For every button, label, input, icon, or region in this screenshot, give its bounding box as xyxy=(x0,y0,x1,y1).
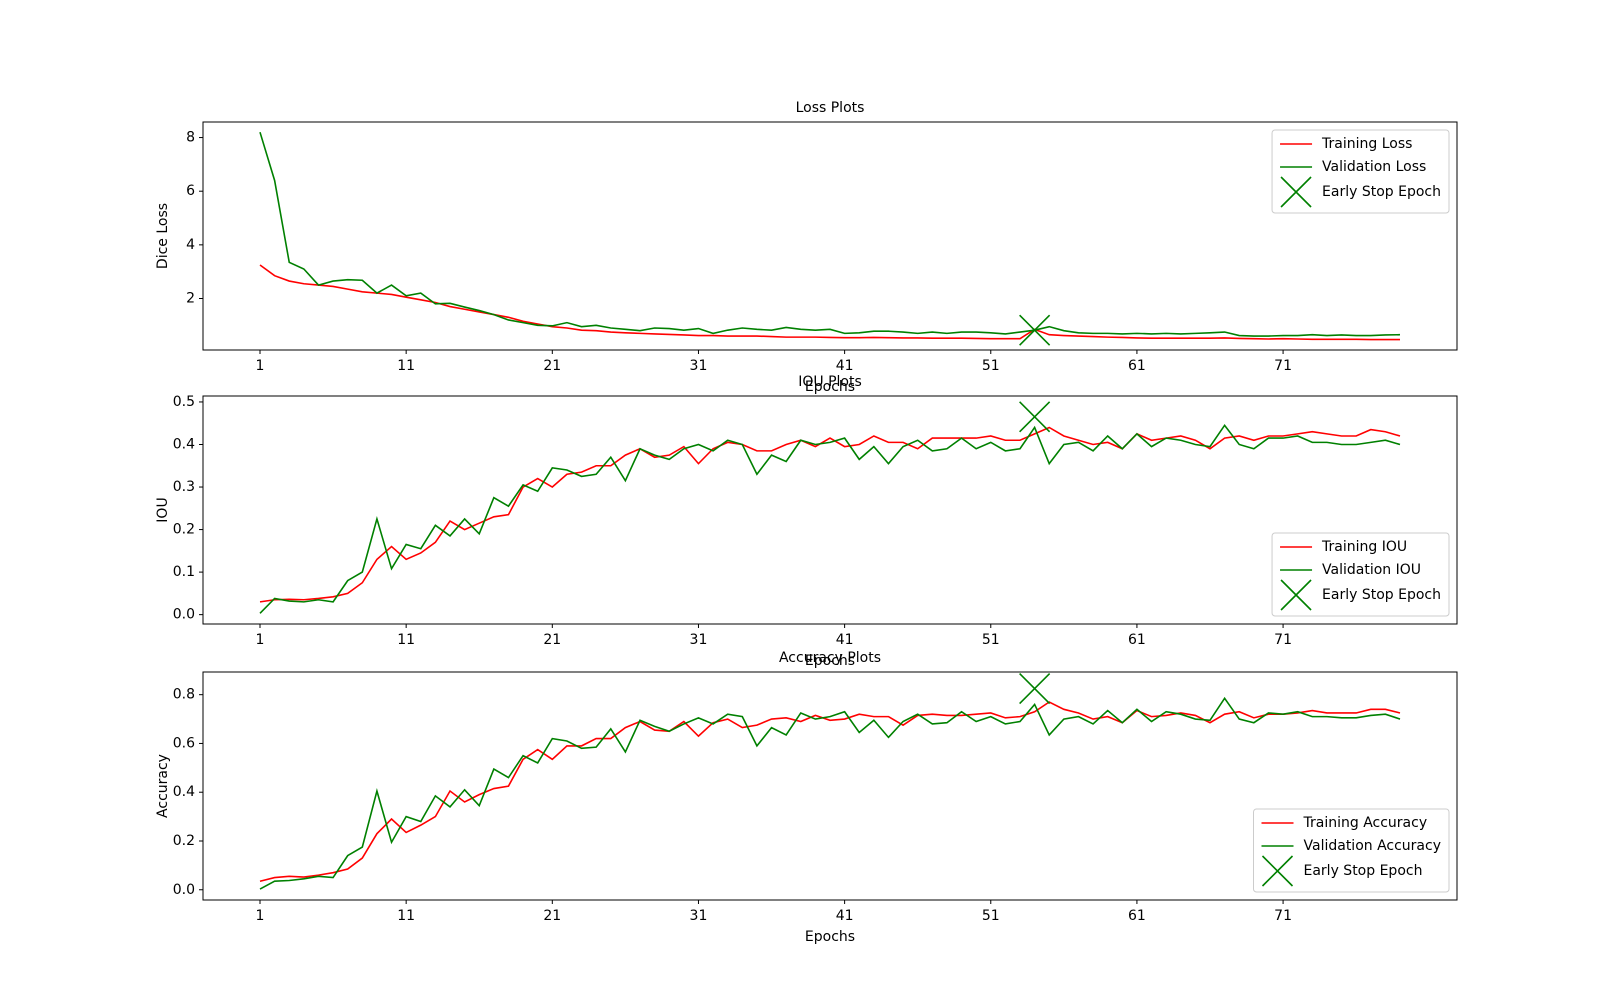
data-line xyxy=(259,701,1401,882)
x-tick-label: 51 xyxy=(982,908,1000,924)
x-tick-label: 31 xyxy=(690,632,708,648)
legend-label: Training Loss xyxy=(1321,136,1412,152)
x-tick-label: 71 xyxy=(1274,908,1292,924)
x-tick-label: 11 xyxy=(397,358,415,374)
y-tick-label: 0.1 xyxy=(173,564,195,580)
early-stop-marker xyxy=(1019,401,1051,433)
legend-label: Validation IOU xyxy=(1322,562,1421,578)
legend-box xyxy=(1253,808,1450,893)
x-tick-label: 21 xyxy=(543,358,561,374)
x-tick-label: 51 xyxy=(982,358,1000,374)
axes-frame xyxy=(202,671,1458,901)
y-tick-label: 0.3 xyxy=(173,479,195,495)
early-stop-marker xyxy=(1019,314,1051,346)
legend-label: Validation Accuracy xyxy=(1304,838,1442,854)
legend-label: Training Accuracy xyxy=(1303,815,1428,831)
x-axis-label: Epochs xyxy=(805,379,855,395)
x-tick-label: 31 xyxy=(690,908,708,924)
y-tick-label: 4 xyxy=(186,237,195,253)
x-tick-label: 41 xyxy=(836,908,854,924)
x-tick-label: 61 xyxy=(1128,908,1146,924)
legend-label: Training IOU xyxy=(1321,539,1407,555)
x-tick-label: 41 xyxy=(836,632,854,648)
x-tick-label: 31 xyxy=(690,358,708,374)
y-tick-label: 6 xyxy=(186,183,195,199)
y-tick-label: 0.4 xyxy=(173,436,195,452)
x-axis-label: Epochs xyxy=(805,929,855,945)
x-tick-label: 41 xyxy=(836,358,854,374)
x-tick-label: 61 xyxy=(1128,358,1146,374)
subplot-title: Loss Plots xyxy=(796,100,865,116)
x-tick-label: 11 xyxy=(397,632,415,648)
early-stop-marker xyxy=(1019,673,1051,705)
x-tick-label: 71 xyxy=(1274,358,1292,374)
y-tick-label: 0.8 xyxy=(173,687,195,703)
y-tick-label: 0.0 xyxy=(173,882,195,898)
legend-label: Early Stop Epoch xyxy=(1322,184,1441,200)
x-tick-label: 1 xyxy=(256,908,265,924)
legend-symbol xyxy=(1261,855,1294,887)
y-tick-label: 0.2 xyxy=(173,833,195,849)
legend-box xyxy=(1271,532,1450,617)
legend-label: Validation Loss xyxy=(1322,159,1426,175)
data-line xyxy=(259,423,1401,614)
data-line xyxy=(259,131,1401,337)
axes-frame xyxy=(202,395,1458,625)
x-tick-label: 1 xyxy=(256,358,265,374)
x-tick-label: 21 xyxy=(543,632,561,648)
x-tick-label: 51 xyxy=(982,632,1000,648)
legend: Training IOU Validation IOU Early Stop Epo… xyxy=(1271,532,1450,617)
y-tick-label: 0.5 xyxy=(173,394,195,410)
axes-frame xyxy=(202,121,1458,351)
legend: Training Loss Validation Loss Early Stop E… xyxy=(1271,129,1450,214)
legend-symbol xyxy=(1280,176,1312,208)
x-tick-label: 71 xyxy=(1274,632,1292,648)
y-axis-label: Dice Loss xyxy=(155,203,171,269)
y-axis-label: Accuracy xyxy=(155,754,171,818)
legend-box xyxy=(1271,129,1450,214)
x-tick-label: 21 xyxy=(543,908,561,924)
data-line xyxy=(259,426,1401,603)
data-line xyxy=(259,696,1401,890)
y-tick-label: 2 xyxy=(186,290,195,306)
legend-symbol xyxy=(1280,579,1312,611)
y-tick-label: 0.6 xyxy=(173,735,195,751)
y-axis-label: IOU xyxy=(155,497,171,522)
x-tick-label: 1 xyxy=(256,632,265,648)
legend-label: Early Stop Epoch xyxy=(1304,863,1423,879)
x-axis-label: Epochs xyxy=(805,653,855,669)
data-line xyxy=(259,264,1400,341)
y-tick-label: 0.4 xyxy=(173,784,195,800)
x-tick-label: 11 xyxy=(397,908,415,924)
x-tick-label: 61 xyxy=(1128,632,1146,648)
legend-label: Early Stop Epoch xyxy=(1322,587,1441,603)
y-tick-label: 0.2 xyxy=(173,522,195,538)
y-tick-label: 0.0 xyxy=(173,607,195,623)
subplot-title: Accuracy Plots xyxy=(779,650,881,666)
subplot-title: IOU Plots xyxy=(798,374,862,390)
y-tick-label: 8 xyxy=(186,130,195,146)
legend: Training Accuracy Validation Accuracy Earl… xyxy=(1253,808,1450,893)
